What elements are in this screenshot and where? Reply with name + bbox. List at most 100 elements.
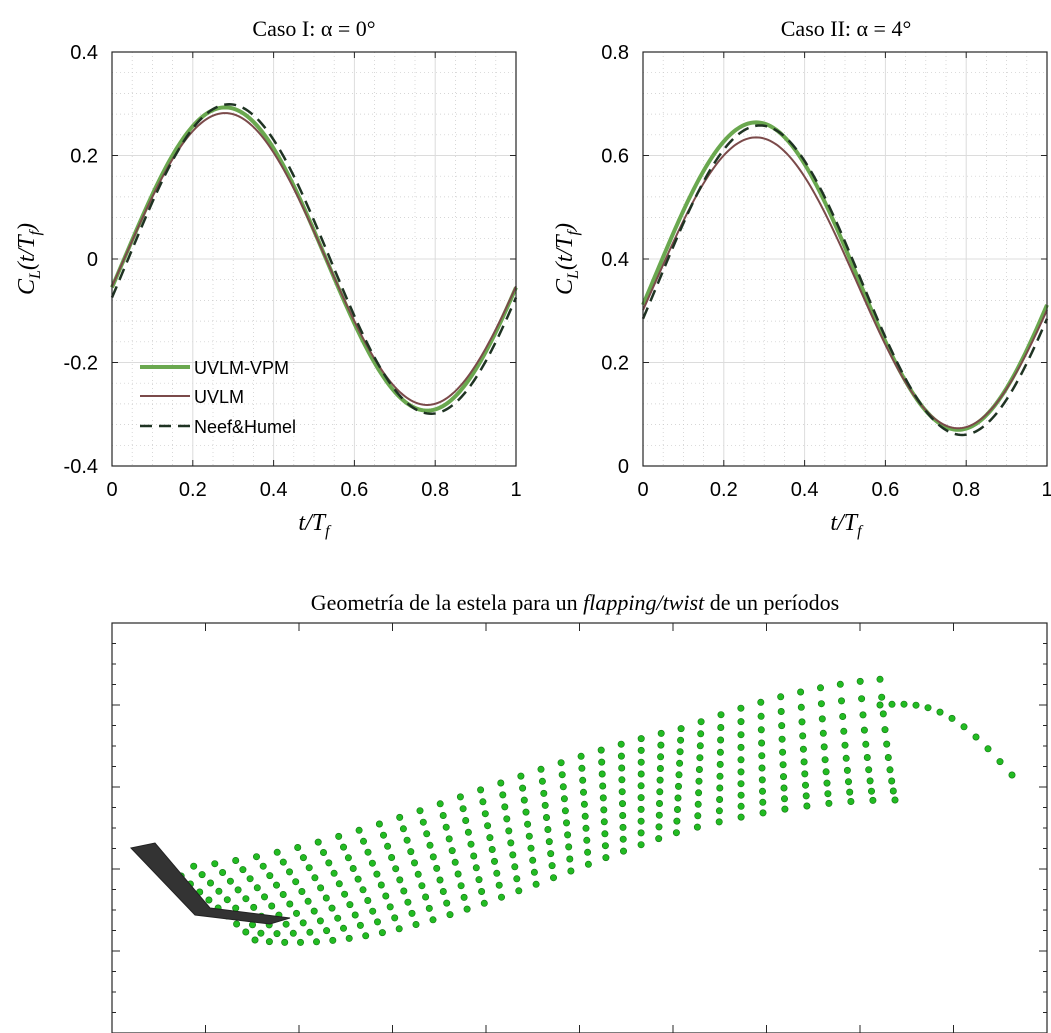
wake-point: [637, 805, 645, 813]
wake-point: [637, 794, 645, 802]
wake-point: [677, 736, 685, 744]
wake-point: [888, 700, 896, 708]
wake-point: [819, 729, 827, 737]
wake-point: [232, 904, 240, 912]
chart-1-series: [110, 103, 518, 415]
wake-point: [717, 736, 725, 744]
wake-point: [618, 800, 626, 808]
wake-point: [319, 848, 327, 856]
wake-point: [779, 761, 787, 769]
wake-point: [655, 799, 663, 807]
wake-point: [881, 726, 889, 734]
chart-1-ylabel-args: (t/T: [14, 234, 40, 270]
wake-point: [292, 909, 300, 917]
chart-2-ylabel-args: (t/T: [552, 234, 578, 270]
wake-point: [335, 832, 343, 840]
wake-point: [618, 764, 626, 772]
wake-point: [478, 887, 486, 895]
wake-point: [717, 723, 725, 731]
wake-point: [676, 748, 684, 756]
wake-point: [558, 771, 566, 779]
wake-point: [737, 743, 745, 751]
wake-point: [737, 780, 745, 788]
wake-point: [344, 854, 352, 862]
wake-point: [522, 808, 530, 816]
wake-point: [696, 742, 704, 750]
wake-point: [656, 788, 664, 796]
chart-1-xlabel-sub: f: [325, 523, 332, 540]
chart-2-title: Caso II: α = 4°: [781, 16, 912, 41]
x-tick-label: 0.2: [710, 479, 738, 501]
wake-point: [566, 855, 574, 863]
wake-point: [675, 771, 683, 779]
wake-point: [869, 796, 877, 804]
wake-point: [737, 756, 745, 764]
wake-point: [399, 825, 407, 833]
wake-point: [737, 731, 745, 739]
wake-point: [798, 718, 806, 726]
wake-point: [436, 876, 444, 884]
wake-point: [369, 907, 377, 915]
wake-point: [349, 864, 357, 872]
wake-point: [436, 800, 444, 808]
chart-2-xlabel-sub: f: [857, 523, 864, 540]
wake-point: [368, 859, 376, 867]
wake-point: [876, 675, 884, 683]
chart-2-ticks: 0 0.2 0.4 0.6 0.8 1 0 0.2 0.4 0.6 0.8: [601, 42, 1051, 501]
wake-point: [856, 677, 864, 685]
wake-point: [322, 894, 330, 902]
wake-point: [757, 712, 765, 720]
wake-point: [416, 807, 424, 815]
wake-point: [429, 916, 437, 924]
wake-point: [215, 887, 223, 895]
wake-point: [866, 777, 874, 785]
y-tick-label: 0.6: [601, 146, 629, 168]
wake-point: [425, 904, 433, 912]
wake-point: [279, 890, 287, 898]
wake-point: [674, 782, 682, 790]
wake-point: [294, 843, 302, 851]
wake-point: [673, 805, 681, 813]
wake-point: [379, 831, 387, 839]
chart-2-xlabel-main: t/T: [830, 510, 858, 536]
wake-point: [282, 920, 290, 928]
wake-point: [821, 756, 829, 764]
wake-point: [797, 703, 805, 711]
wake-point: [501, 803, 509, 811]
wake-point: [414, 870, 422, 878]
wake-point: [637, 817, 645, 825]
x-tick-label: 0.6: [340, 479, 368, 501]
wake-point: [396, 813, 404, 821]
wake-point: [912, 701, 920, 709]
wake-point: [268, 902, 276, 910]
wake-point: [549, 874, 557, 882]
y-tick-label: 0: [87, 249, 98, 271]
wake-point: [513, 875, 521, 883]
wake-point: [486, 834, 494, 842]
chart-2-xlabel: t/Tf: [830, 510, 864, 540]
wake-point: [396, 876, 404, 884]
wake-point: [311, 874, 319, 882]
x-tick-label: 0.4: [260, 479, 288, 501]
wake-point: [883, 740, 891, 748]
wake-point: [359, 886, 367, 894]
wake-point: [879, 710, 887, 718]
wake-point: [495, 881, 503, 889]
wake-point: [329, 936, 337, 944]
chart-1-xlabel: t/Tf: [298, 510, 332, 540]
wake-point: [924, 704, 932, 712]
wake-point: [499, 791, 507, 799]
wake-point: [439, 887, 447, 895]
wake-point: [378, 929, 386, 937]
wake-point: [780, 795, 788, 803]
chart-3-title-italic: flapping/twist: [583, 590, 705, 615]
wake-point: [560, 795, 568, 803]
wake-point: [693, 823, 701, 831]
wake-point: [460, 893, 468, 901]
wake-point: [198, 871, 206, 879]
wake-point: [697, 718, 705, 726]
wake-point: [655, 823, 663, 831]
wake-point: [312, 938, 320, 946]
wake-point: [279, 858, 287, 866]
